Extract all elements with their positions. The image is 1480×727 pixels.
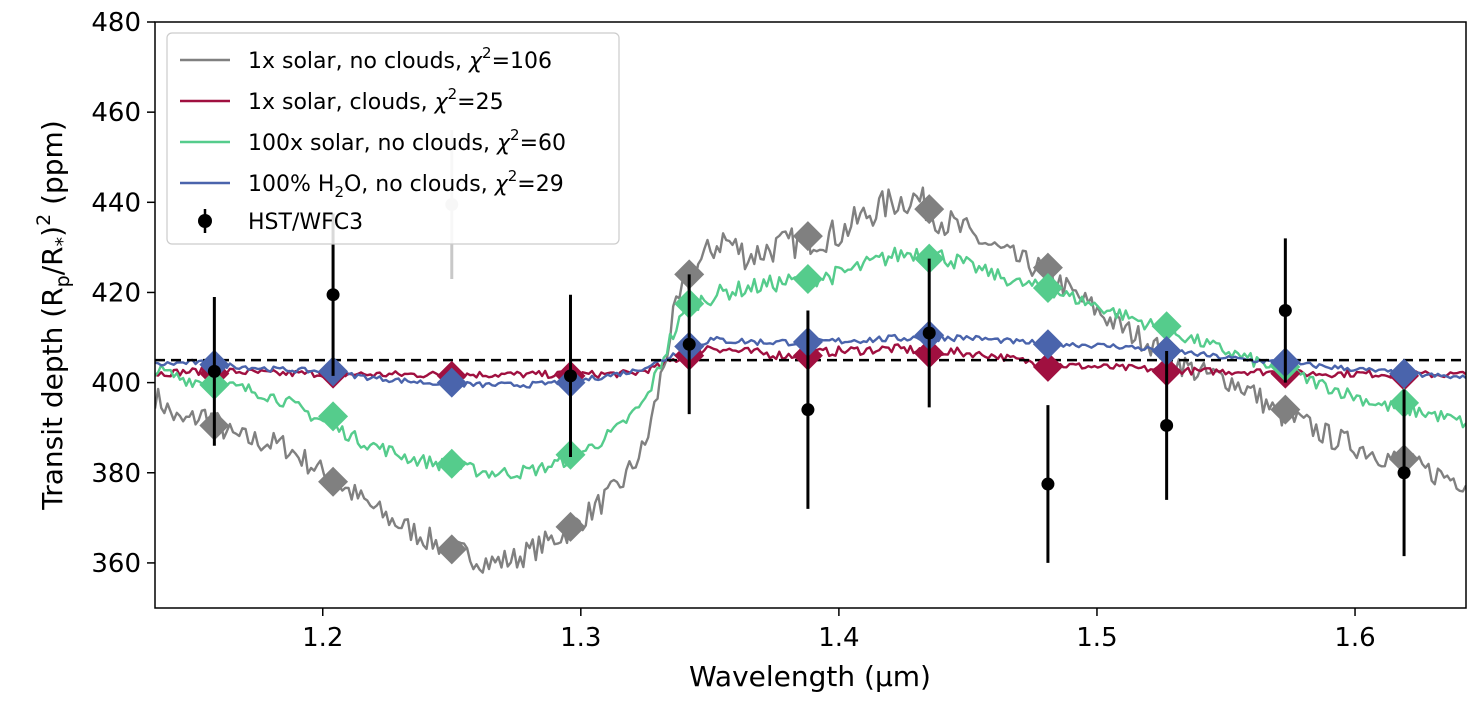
model-marker-solar_clouds — [1032, 351, 1063, 382]
y-tick-label: 400 — [91, 369, 141, 399]
observation-point — [1041, 477, 1055, 491]
model-marker-solar_noclouds — [1032, 252, 1063, 283]
y-tick-label: 440 — [91, 188, 141, 218]
model-marker-solar_noclouds — [1270, 394, 1301, 425]
x-tick-label: 1.6 — [1334, 623, 1375, 653]
x-ticks: 1.2 1.3 1.4 1.5 1.6 — [302, 608, 1376, 653]
x-tick-label: 1.4 — [818, 623, 859, 653]
x-tick-label: 1.2 — [302, 623, 343, 653]
model-marker-h2o_noclouds — [436, 367, 467, 398]
model-marker-solar100_noclouds — [1151, 311, 1182, 342]
model-marker-solar100_noclouds — [792, 263, 823, 294]
series-layer — [155, 130, 1466, 574]
model-marker-solar100_noclouds — [436, 448, 467, 479]
x-tick-label: 1.3 — [560, 623, 601, 653]
legend-label-solar-noclouds: 1x solar, no clouds, χ2=106 — [248, 44, 552, 74]
y-tick-label: 360 — [91, 549, 141, 579]
legend-label-hst: HST/WFC3 — [248, 210, 363, 235]
observation-point — [682, 337, 696, 351]
observation-point — [1278, 303, 1292, 317]
y-tick-label: 420 — [91, 278, 141, 308]
legend-label-solar-clouds: 1x solar, clouds, χ2=25 — [248, 85, 504, 115]
model-marker-solar100_noclouds — [318, 401, 349, 432]
axes — [154, 21, 1467, 609]
model-marker-solar100_noclouds — [1032, 272, 1063, 303]
legend: 1x solar, no clouds, χ2=106 1x solar, cl… — [166, 32, 620, 245]
observation-point — [207, 364, 221, 378]
observation-point — [801, 403, 815, 417]
model-marker-solar_noclouds — [318, 466, 349, 497]
model-curve-solar_noclouds — [155, 186, 1466, 574]
x-tick-label: 1.5 — [1076, 623, 1117, 653]
plot-frame — [154, 21, 1467, 609]
y-tick-label: 380 — [91, 459, 141, 489]
observation-point — [922, 326, 936, 340]
observation-point — [326, 288, 340, 302]
observation-point — [563, 369, 577, 383]
model-marker-h2o_noclouds — [1032, 329, 1063, 360]
model-marker-solar_noclouds — [555, 511, 586, 542]
legend-box — [166, 32, 620, 245]
legend-label-h2o-noclouds: 100% H2O, no clouds, χ2=29 — [248, 167, 564, 201]
y-axis-label: Transit depth (Rp/R*)2 (ppm) — [33, 120, 74, 511]
legend-marker-hst — [198, 214, 212, 228]
y-ticks: 360 380 400 420 440 460 480 — [91, 8, 155, 579]
observation-point — [1160, 418, 1174, 432]
model-marker-h2o_noclouds — [1389, 358, 1420, 389]
y-tick-label: 480 — [91, 8, 141, 38]
y-tick-label: 460 — [91, 98, 141, 128]
model-marker-solar_noclouds — [914, 194, 945, 225]
model-marker-solar_noclouds — [792, 221, 823, 252]
model-marker-solar_noclouds — [436, 534, 467, 565]
legend-label-100x-solar-noclouds: 100x solar, no clouds, χ2=60 — [248, 126, 566, 156]
x-axis-label: Wavelength (μm) — [689, 660, 931, 693]
observation-point — [1397, 466, 1411, 480]
